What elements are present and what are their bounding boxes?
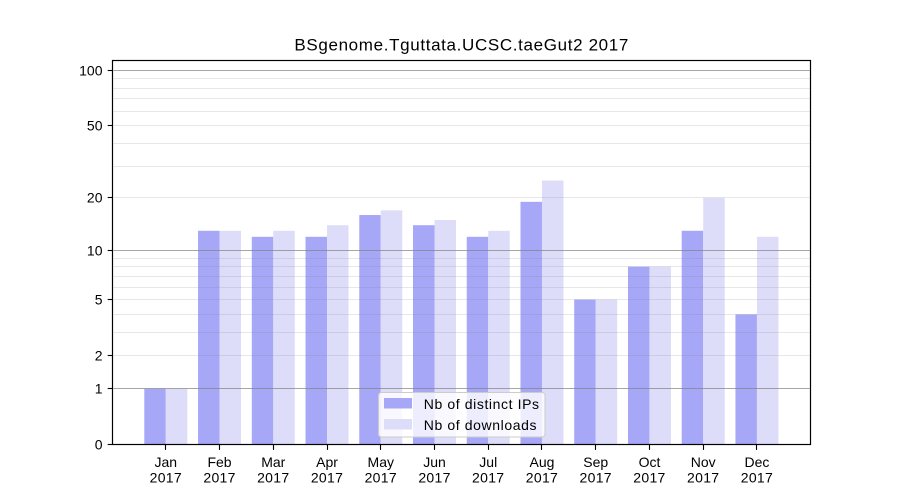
svg-text:2017: 2017 [311, 470, 343, 486]
svg-text:2017: 2017 [203, 470, 235, 486]
svg-text:Mar: Mar [261, 454, 285, 470]
svg-text:Oct: Oct [639, 454, 661, 470]
svg-text:5: 5 [95, 292, 103, 308]
svg-text:2017: 2017 [687, 470, 719, 486]
svg-text:Dec: Dec [744, 454, 769, 470]
svg-text:50: 50 [87, 118, 103, 134]
svg-text:0: 0 [95, 437, 103, 453]
svg-text:2017: 2017 [150, 470, 182, 486]
svg-text:2017: 2017 [580, 470, 612, 486]
svg-text:1: 1 [95, 381, 103, 397]
svg-text:Jun: Jun [423, 454, 446, 470]
svg-text:2017: 2017 [741, 470, 773, 486]
svg-text:May: May [368, 454, 394, 470]
svg-text:Nb of downloads: Nb of downloads [424, 417, 537, 433]
svg-text:2017: 2017 [633, 470, 665, 486]
svg-text:Feb: Feb [207, 454, 231, 470]
svg-text:10: 10 [87, 243, 103, 259]
svg-text:2017: 2017 [257, 470, 289, 486]
svg-text:2: 2 [95, 348, 103, 364]
svg-text:2017: 2017 [365, 470, 397, 486]
svg-text:2017: 2017 [418, 470, 450, 486]
svg-text:2017: 2017 [526, 470, 558, 486]
svg-text:2017: 2017 [472, 470, 504, 486]
svg-text:100: 100 [79, 63, 103, 79]
svg-text:Nb of distinct IPs: Nb of distinct IPs [424, 396, 540, 412]
svg-text:Jan: Jan [155, 454, 178, 470]
svg-text:Aug: Aug [530, 454, 555, 470]
svg-text:Jul: Jul [479, 454, 497, 470]
svg-text:Apr: Apr [316, 454, 338, 470]
svg-text:20: 20 [87, 190, 103, 206]
svg-text:BSgenome.Tguttata.UCSC.taeGut2: BSgenome.Tguttata.UCSC.taeGut2 2017 [294, 36, 629, 55]
svg-text:Sep: Sep [583, 454, 608, 470]
svg-text:Nov: Nov [691, 454, 716, 470]
